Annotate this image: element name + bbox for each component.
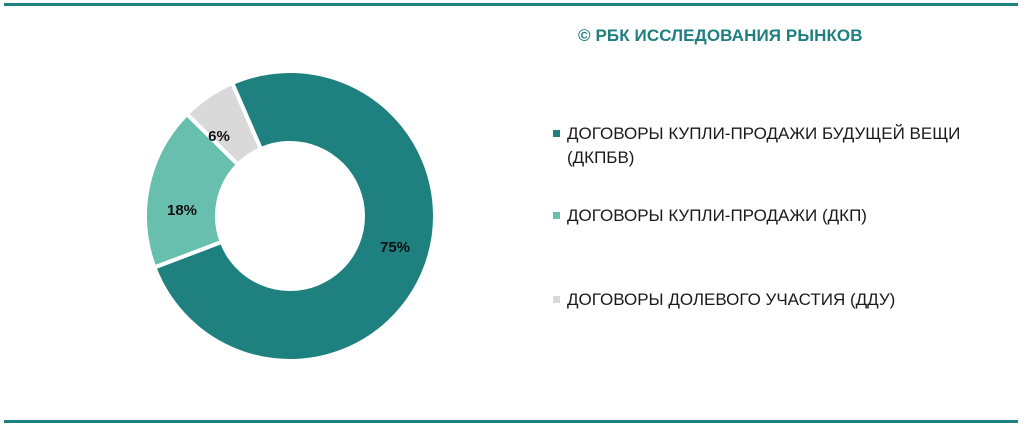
bottom-rule — [4, 420, 1018, 423]
legend-label-dkpbv: ДОГОВОРЫ КУПЛИ-ПРОДАЖИ БУДУЩЕЙ ВЕЩИ (ДКП… — [567, 124, 961, 167]
slice-dkpbv — [151, 69, 437, 363]
slice-label-dkpbv: 75% — [380, 239, 410, 256]
legend-swatch-dkpbv — [553, 130, 560, 137]
source-credit: © РБК ИССЛЕДОВАНИЯ РЫНКОВ — [578, 26, 863, 45]
legend-swatch-ddu — [553, 296, 560, 303]
slice-dkp — [143, 111, 241, 271]
top-rule — [4, 3, 1018, 6]
legend-label-dkp: ДОГОВОРЫ КУПЛИ-ПРОДАЖИ (ДКП) — [567, 206, 867, 225]
legend-swatch-dkp — [553, 212, 560, 219]
slice-ddu — [184, 80, 264, 168]
legend-item-dkp: ДОГОВОРЫ КУПЛИ-ПРОДАЖИ (ДКП) — [553, 204, 997, 228]
slice-label-ddu: 6% — [208, 128, 230, 145]
slice-label-dkp: 18% — [167, 202, 197, 219]
legend-item-ddu: ДОГОВОРЫ ДОЛЕВОГО УЧАСТИЯ (ДДУ) — [553, 288, 997, 312]
legend-label-ddu: ДОГОВОРЫ ДОЛЕВОГО УЧАСТИЯ (ДДУ) — [567, 290, 896, 309]
legend-item-dkpbv: ДОГОВОРЫ КУПЛИ-ПРОДАЖИ БУДУЩЕЙ ВЕЩИ (ДКП… — [553, 122, 997, 170]
donut-chart: 75% 18% 6% — [143, 69, 437, 363]
